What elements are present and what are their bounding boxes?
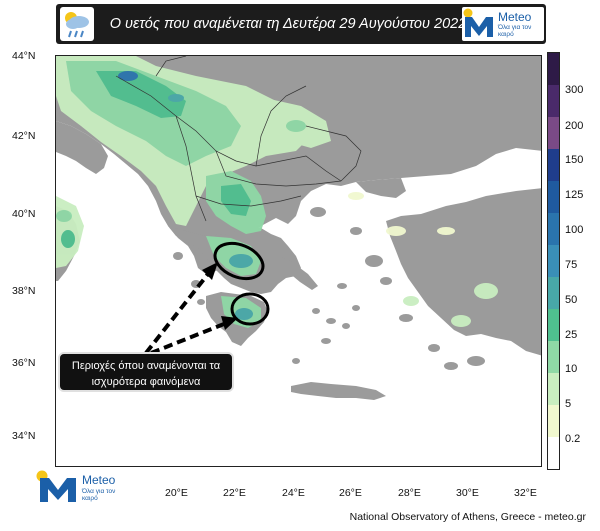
colorbar-segment [548, 309, 559, 341]
turkey-land [386, 188, 541, 356]
rainfall-colorbar [547, 52, 560, 470]
lon-label-24: 24°E [282, 487, 305, 499]
meteo-logo-mark [463, 8, 493, 37]
callout-line-1: Περιοχές όπου αναμένονται τα [71, 360, 221, 372]
highlight-ellipses [213, 241, 270, 326]
callout-arrows [144, 272, 225, 355]
meteo-logo-bottom: Meteo Όλα για τον καιρό [36, 470, 126, 504]
colorbar-segment [548, 245, 559, 277]
arrow-head-north [202, 262, 218, 280]
colorbar-segment [548, 341, 559, 373]
credit-footer: National Observatory of Athens, Greece -… [349, 511, 586, 523]
strongest-phenomena-callout: Περιοχές όπου αναμένονται τα ισχυρότερα … [58, 352, 234, 392]
arrow-north [144, 272, 210, 355]
lat-label-34: 34°N [12, 430, 36, 442]
colorbar-segment [548, 85, 559, 117]
lon-label-26: 26°E [339, 487, 362, 499]
meteo-logo-mark [36, 470, 76, 502]
lat-label-36: 36°N [12, 357, 36, 369]
colorbar-label-300: 300 [565, 84, 584, 96]
colorbar-label-50: 50 [565, 294, 578, 306]
lat-label-38: 38°N [12, 285, 36, 297]
country-borders [115, 56, 362, 222]
lat-label-42: 42°N [12, 130, 36, 142]
colorbar-segment [548, 149, 559, 181]
map-canvas [56, 56, 541, 466]
arrow-head-south [221, 316, 238, 330]
colorbar-segment [548, 405, 559, 437]
colorbar-segment [548, 53, 559, 85]
map-title: Ο υετός που αναμένεται τη Δευτέρα 29 Αυγ… [109, 16, 467, 32]
colorbar-label-75: 75 [565, 259, 578, 271]
lon-label-30: 30°E [456, 487, 479, 499]
colorbar-segment [548, 373, 559, 405]
meteo-logo-name: Meteo [498, 10, 532, 24]
colorbar-segment [548, 117, 559, 149]
meteo-logo-top: Meteo Όλα για τον καιρό [462, 7, 544, 41]
lat-label-44: 44°N [12, 50, 36, 62]
cloud-rain-sun-icon [60, 7, 94, 41]
colorbar-label-100: 100 [565, 224, 584, 236]
meteo-logo-tagline: Όλα για τον καιρό [82, 488, 116, 502]
colorbar-segment [548, 277, 559, 309]
arrow-heads [202, 262, 238, 330]
lon-label-32: 32°E [514, 487, 537, 499]
colorbar-label-0-2: 0.2 [565, 433, 581, 445]
callout-line-2: ισχυρότερα φαινόμενα [91, 376, 201, 388]
thrace-land [356, 178, 406, 198]
lat-label-40: 40°N [12, 208, 36, 220]
colorbar-label-10: 10 [565, 363, 578, 375]
italy-land [56, 121, 108, 174]
colorbar-segment [548, 213, 559, 245]
meteo-logo-name: Meteo [82, 473, 116, 487]
rainfall-shading [56, 56, 498, 328]
lon-label-22: 22°E [223, 487, 246, 499]
colorbar-label-25: 25 [565, 329, 578, 341]
aegean-islands [173, 207, 485, 370]
highlight-ellipse-south [230, 292, 270, 326]
colorbar-segment [548, 437, 559, 469]
colorbar-label-150: 150 [565, 154, 584, 166]
colorbar-label-5: 5 [565, 398, 572, 410]
highlight-ellipse-north [213, 241, 265, 281]
rainfall-map [55, 55, 542, 467]
euboea [278, 256, 318, 290]
crete [291, 382, 386, 400]
lon-label-20: 20°E [165, 487, 188, 499]
lon-label-28: 28°E [398, 487, 421, 499]
colorbar-label-200: 200 [565, 120, 584, 132]
colorbar-segment [548, 181, 559, 213]
colorbar-label-125: 125 [565, 189, 584, 201]
meteo-logo-tagline: Όλα για τον καιρό [498, 24, 532, 38]
